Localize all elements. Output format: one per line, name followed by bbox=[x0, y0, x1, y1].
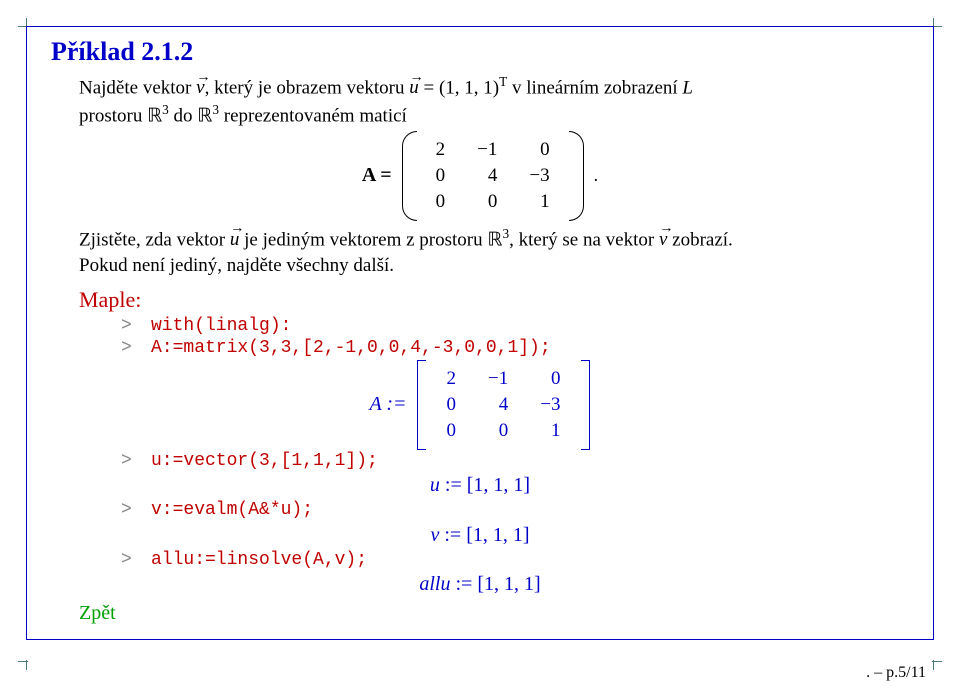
result-allu: allu := [1, 1, 1] bbox=[51, 573, 909, 596]
problem-line-2: prostoru ℝ3 do ℝ3 reprezentovaném maticí bbox=[79, 101, 909, 129]
matrix-A-definition: A = 2−10 04−3 001 . bbox=[51, 133, 909, 219]
matrix-A-table: 2−10 04−3 001 bbox=[420, 137, 566, 215]
crop-mark bbox=[26, 660, 27, 670]
content-frame: Příklad 2.1.2 Najděte vektor v→, který j… bbox=[26, 26, 934, 640]
result-A-matrix: 2−10 04−3 001 bbox=[417, 362, 591, 448]
maple-code-line: >v:=evalm(A&*u); bbox=[121, 499, 909, 522]
page-number: . – p.5/11 bbox=[866, 664, 926, 682]
matrix-A-label: A = bbox=[362, 164, 392, 187]
result-v: v := [1, 1, 1] bbox=[51, 524, 909, 547]
maple-code-line: >with(linalg): bbox=[121, 315, 909, 338]
maple-code-line: >u:=vector(3,[1,1,1]); bbox=[121, 450, 909, 473]
result-A-label: A := bbox=[370, 393, 407, 416]
matrix-A: 2−10 04−3 001 bbox=[402, 133, 584, 219]
page: Příklad 2.1.2 Najděte vektor v→, který j… bbox=[0, 0, 960, 688]
back-link[interactable]: Zpět bbox=[79, 602, 909, 625]
result-A: A := 2−10 04−3 001 bbox=[51, 362, 909, 448]
result-u: u := [1, 1, 1] bbox=[51, 474, 909, 497]
problem-line-4: Pokud není jediný, najděte všechny další… bbox=[79, 253, 909, 279]
problem-line-3: Zjistěte, zda vektor u→ je jediným vekto… bbox=[79, 225, 909, 253]
example-title: Příklad 2.1.2 bbox=[51, 37, 909, 67]
crop-mark bbox=[933, 660, 934, 670]
problem-line-1: Najděte vektor v→, který je obrazem vekt… bbox=[79, 73, 909, 101]
matrix-period: . bbox=[594, 165, 599, 186]
maple-code-line: >A:=matrix(3,3,[2,-1,0,0,4,-3,0,0,1]); bbox=[121, 337, 909, 360]
maple-heading: Maple: bbox=[79, 287, 909, 313]
maple-code-line: >allu:=linsolve(A,v); bbox=[121, 549, 909, 572]
